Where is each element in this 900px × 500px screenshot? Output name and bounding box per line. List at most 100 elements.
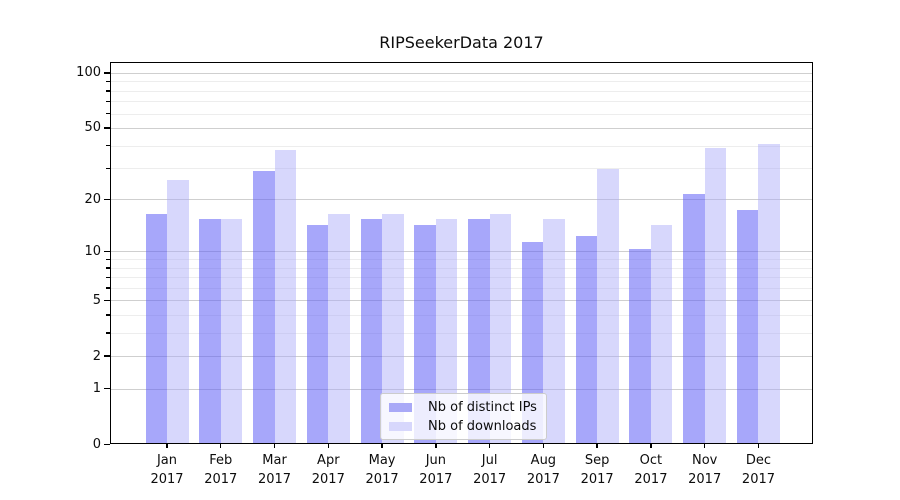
x-axis-tick	[542, 442, 545, 448]
y-axis-tick	[103, 72, 110, 74]
legend-item-downloads: Nb of downloads	[389, 418, 537, 434]
y-axis-tick-label: 10	[84, 243, 101, 259]
y-axis-minor-tick	[106, 332, 110, 334]
x-axis-tick-label: Jun 2017	[419, 452, 453, 487]
legend-swatch-distinct-ips	[389, 402, 412, 412]
gridline-minor	[111, 287, 812, 289]
gridline-minor	[111, 145, 812, 147]
bar-sep-2017-downloads	[597, 168, 619, 443]
bar-dec-2017-downloads	[758, 143, 780, 443]
bar-jan-2017-distinct-ips	[145, 214, 167, 443]
gridline-minor	[111, 332, 812, 334]
gridline-major	[111, 300, 812, 302]
y-axis-tick-label: 20	[84, 191, 101, 207]
x-axis-tick	[381, 442, 383, 448]
y-axis-tick	[103, 127, 110, 129]
bar-mar-2017-downloads	[274, 149, 297, 443]
x-axis-tick	[273, 442, 276, 448]
bar-oct-2017-distinct-ips	[629, 249, 651, 443]
x-axis-tick	[488, 442, 491, 448]
x-axis-tick-label: Apr 2017	[311, 452, 345, 487]
y-axis-minor-tick	[106, 314, 110, 316]
bar-nov-2017-distinct-ips	[683, 193, 705, 443]
legend: Nb of distinct IPs Nb of downloads	[380, 393, 547, 440]
bar-feb-2017-distinct-ips	[199, 219, 221, 443]
gridline-minor	[111, 259, 812, 261]
legend-swatch-downloads	[389, 421, 412, 431]
x-axis-tick-label: Aug 2017	[526, 452, 560, 487]
bar-dec-2017-distinct-ips	[736, 209, 759, 443]
x-axis-tick-label: Jan 2017	[150, 452, 184, 487]
y-axis-minor-tick	[106, 113, 110, 115]
gridline-minor	[111, 113, 812, 115]
y-axis-tick-label: 1	[92, 381, 101, 397]
x-axis-tick-label: Nov 2017	[688, 452, 722, 487]
x-axis-tick	[327, 442, 329, 448]
y-axis-tick-label: 100	[76, 65, 101, 81]
bar-oct-2017-downloads	[650, 224, 673, 443]
y-axis-minor-tick	[106, 100, 110, 103]
bar-jul-2017-distinct-ips	[468, 219, 490, 443]
x-axis-tick	[435, 442, 437, 448]
y-axis-minor-tick	[106, 276, 110, 278]
gridline-major	[111, 356, 812, 358]
x-axis-tick-label: Sep 2017	[580, 452, 614, 487]
y-axis-tick-label: 2	[92, 348, 101, 364]
bar-aug-2017-distinct-ips	[521, 242, 544, 443]
x-axis-tick-label: May 2017	[365, 452, 399, 487]
y-axis-tick	[103, 250, 110, 253]
y-axis-tick	[103, 355, 110, 357]
y-axis-minor-tick	[106, 267, 110, 269]
bar-nov-2017-downloads	[704, 147, 727, 443]
x-axis-tick	[704, 442, 706, 448]
y-axis-tick	[103, 198, 110, 201]
gridline-minor	[111, 277, 812, 279]
bar-may-2017-distinct-ips	[360, 219, 383, 443]
x-axis-tick-label: Oct 2017	[634, 452, 668, 487]
x-axis-tick-label: Jul 2017	[473, 452, 507, 487]
bar-feb-2017-downloads	[220, 219, 243, 443]
legend-label-downloads: Nb of downloads	[428, 418, 537, 434]
bar-apr-2017-distinct-ips	[306, 224, 329, 443]
y-axis-tick-label: 5	[92, 292, 101, 308]
x-axis-tick	[220, 442, 222, 448]
bar-jun-2017-distinct-ips	[414, 224, 436, 443]
x-axis-tick	[166, 442, 168, 448]
x-axis-tick	[596, 442, 598, 448]
plot-area: Nb of distinct IPs Nb of downloads 0 1 2 5 1…	[76, 62, 813, 487]
gridline-major	[111, 251, 812, 253]
y-axis-minor-tick	[106, 80, 110, 83]
gridline-major	[111, 199, 812, 201]
y-axis-minor-tick	[106, 90, 110, 92]
gridline-major	[111, 72, 812, 74]
gridline-minor	[111, 101, 812, 103]
bar-jun-2017-downloads	[435, 219, 458, 443]
x-axis-tick	[650, 442, 652, 448]
gridline-minor	[111, 267, 812, 269]
bar-apr-2017-downloads	[328, 214, 350, 443]
x-axis-tick-label: Dec 2017	[741, 452, 776, 487]
bar-jan-2017-downloads	[167, 180, 189, 443]
bar-may-2017-downloads	[382, 214, 404, 443]
bar-aug-2017-downloads	[543, 219, 565, 443]
y-axis-tick	[103, 299, 110, 301]
gridline-minor	[111, 168, 812, 170]
bar-jul-2017-downloads	[489, 214, 512, 443]
x-axis-tick	[757, 442, 760, 448]
y-axis-minor-tick	[106, 167, 110, 169]
y-axis-tick-label: 0	[92, 437, 101, 452]
y-axis-tick	[103, 443, 110, 446]
chart-title: RIPSeekerData 2017	[379, 33, 544, 52]
bar-mar-2017-distinct-ips	[253, 171, 275, 443]
bar-sep-2017-distinct-ips	[575, 236, 598, 443]
gridline-minor	[111, 81, 812, 83]
y-axis-minor-tick	[106, 145, 110, 147]
legend-item-distinct-ips: Nb of distinct IPs	[389, 399, 537, 415]
y-axis-minor-tick	[106, 287, 110, 289]
x-axis-tick-label: Mar 2017	[257, 452, 292, 487]
x-axis-tick-label: Feb 2017	[204, 452, 238, 487]
gridline-minor	[111, 90, 812, 92]
gridline-minor	[111, 314, 812, 316]
legend-label-distinct-ips: Nb of distinct IPs	[428, 399, 537, 415]
